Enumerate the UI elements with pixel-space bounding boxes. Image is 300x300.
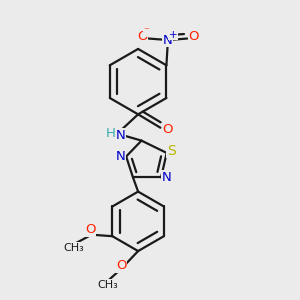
Text: O: O [85, 223, 95, 236]
Text: N: N [161, 171, 171, 184]
Text: CH₃: CH₃ [63, 243, 84, 253]
Text: ⁻: ⁻ [143, 26, 149, 36]
Text: O: O [163, 123, 173, 136]
Text: +: + [169, 30, 178, 40]
Text: H: H [106, 127, 116, 140]
Text: O: O [116, 260, 126, 272]
Text: N: N [163, 34, 173, 46]
Text: O: O [188, 30, 199, 43]
Text: N: N [116, 129, 125, 142]
Text: CH₃: CH₃ [98, 280, 118, 290]
Text: O: O [137, 30, 147, 43]
Text: S: S [167, 144, 176, 158]
Text: N: N [116, 150, 126, 163]
